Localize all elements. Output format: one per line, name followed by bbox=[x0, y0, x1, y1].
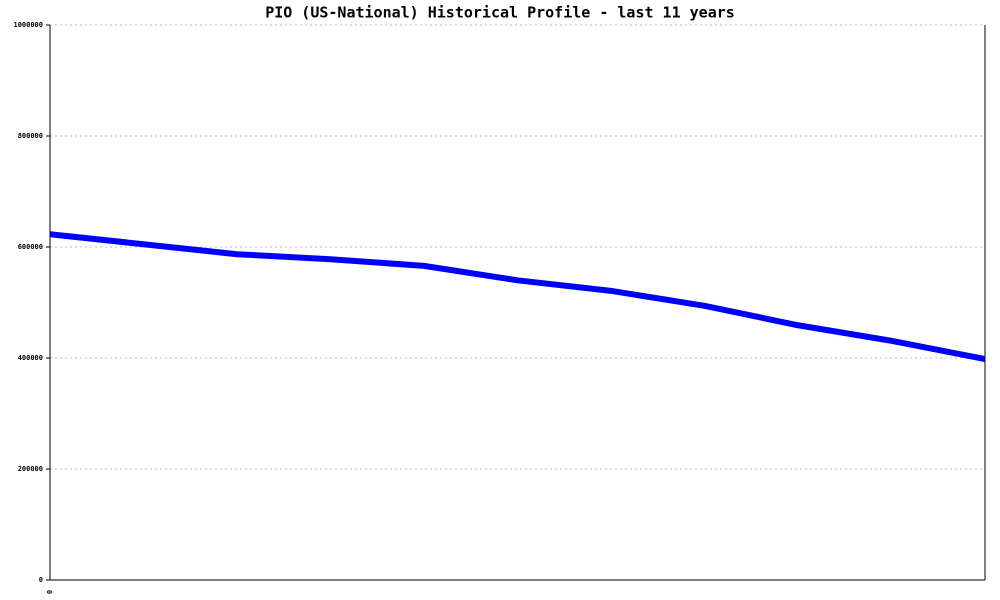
y-tick-label: 1000000 bbox=[13, 21, 43, 29]
y-tick-label: 200000 bbox=[18, 465, 43, 473]
y-tick-label: 0 bbox=[39, 576, 43, 584]
chart-title: PIO (US-National) Historical Profile - l… bbox=[265, 4, 735, 22]
x-tick-label: 0 bbox=[46, 590, 54, 594]
data-line bbox=[49, 231, 986, 363]
y-tick-label: 400000 bbox=[18, 354, 43, 362]
y-tick-label: 800000 bbox=[18, 132, 43, 140]
y-tick-label: 600000 bbox=[18, 243, 43, 251]
